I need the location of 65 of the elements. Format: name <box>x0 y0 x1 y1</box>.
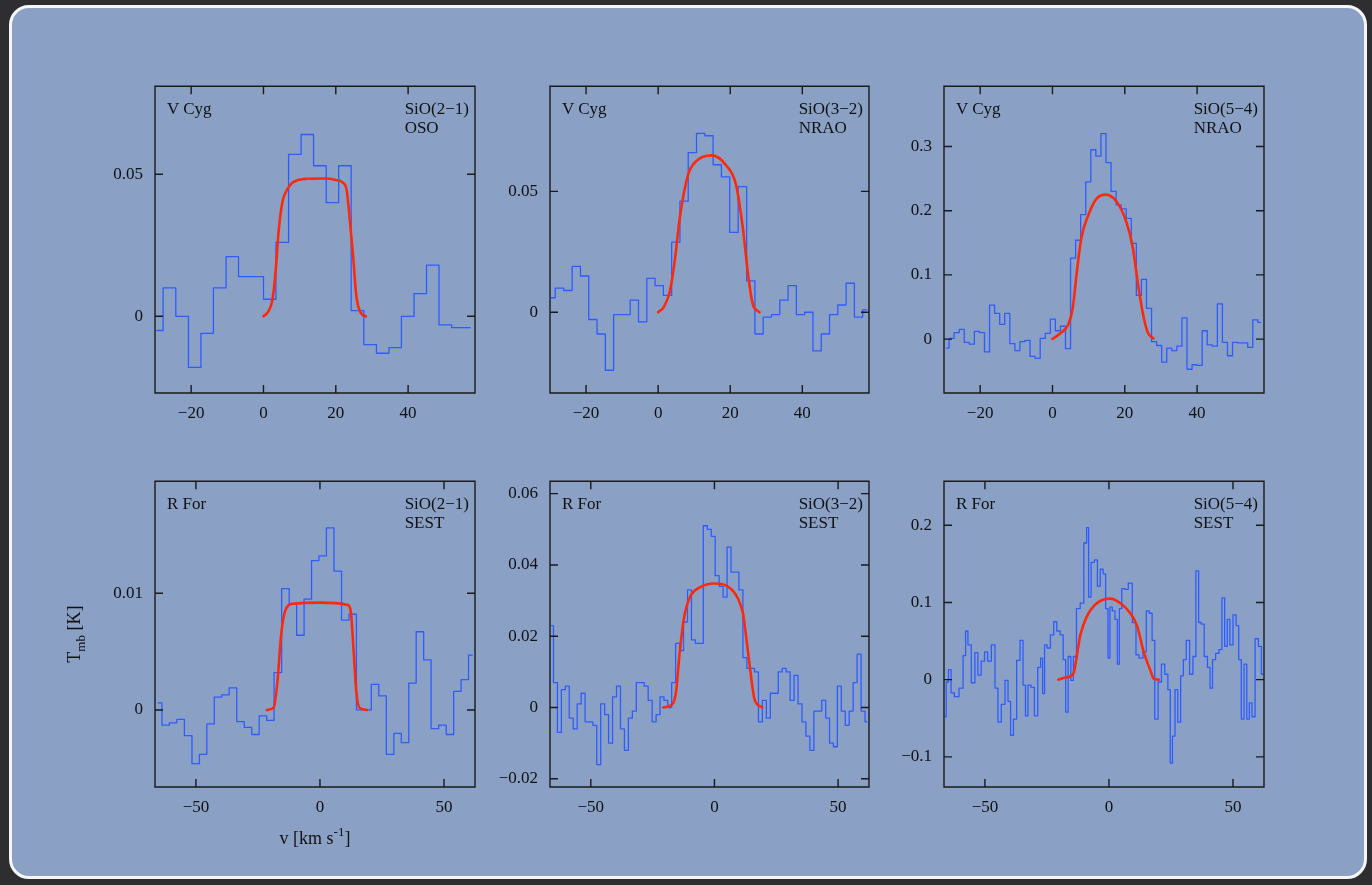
y-tick-label: 0 <box>529 696 538 716</box>
x-tick-label: 20 <box>721 402 739 422</box>
annotation: NRAO <box>1193 118 1242 138</box>
annotation: SiO(2−1) <box>404 494 470 514</box>
line-series <box>1057 597 1161 681</box>
annotation: SiO(3−2) <box>798 494 864 514</box>
annotation: V Cyg <box>562 99 608 119</box>
y-tick-label: 0.04 <box>508 554 539 574</box>
x-tick-label: 40 <box>793 402 811 422</box>
x-tick-label: 0 <box>1048 402 1057 422</box>
annotation: SEST <box>798 513 839 533</box>
y-tick-label: −0.02 <box>498 768 538 788</box>
x-tick-label: 0 <box>259 402 268 422</box>
x-tick-label: 0 <box>653 402 663 422</box>
y-tick-label: 0.1 <box>910 591 932 611</box>
x-tick-label: −20 <box>966 402 994 422</box>
annotation: SiO(5−4) <box>1193 99 1259 119</box>
y-tick-label: 0 <box>134 699 143 719</box>
y-tick-label: 0.3 <box>910 136 932 155</box>
line-series <box>262 177 368 318</box>
x-tick-label: 0 <box>1104 796 1114 816</box>
annotation: SiO(5−4) <box>1193 494 1259 514</box>
annotation: R For <box>956 494 996 514</box>
line-series <box>265 601 369 712</box>
annotation: R For <box>167 494 207 514</box>
y-tick-label: 0.2 <box>910 200 932 220</box>
y-tick-label: 0 <box>134 305 143 325</box>
x-tick-label: −50 <box>971 796 999 816</box>
y-axis-title: Tmb [K] <box>63 605 88 663</box>
x-tick-label: 50 <box>435 796 453 816</box>
y-tick-label: 0 <box>529 301 538 321</box>
line-series <box>661 582 764 709</box>
y-tick-label: 0.02 <box>508 625 538 645</box>
annotation: V Cyg <box>956 99 1002 119</box>
y-tick-label: 0.06 <box>508 483 538 503</box>
y-tick-label: 0.05 <box>113 163 143 183</box>
x-tick-label: 40 <box>1188 402 1206 422</box>
annotation: SEST <box>1193 513 1234 533</box>
x-tick-label: −50 <box>182 796 210 816</box>
x-tick-label: 20 <box>327 402 345 422</box>
x-tick-label: 40 <box>399 402 417 422</box>
y-tick-label: 0.1 <box>910 264 932 284</box>
y-tick-label: 0.05 <box>508 180 538 200</box>
annotation: OSO <box>404 118 439 138</box>
line-series <box>1051 193 1155 341</box>
x-tick-label: 0 <box>315 796 325 816</box>
x-tick-label: 20 <box>1116 402 1134 422</box>
annotation: SEST <box>404 513 445 533</box>
x-tick-label: −20 <box>177 402 205 422</box>
annotation: SiO(2−1) <box>404 99 470 119</box>
y-tick-label: 0 <box>923 669 932 689</box>
y-tick-label: 0.01 <box>113 582 143 602</box>
x-tick-label: −20 <box>572 402 600 422</box>
x-tick-label: 50 <box>829 796 847 816</box>
x-tick-label: −50 <box>577 796 605 816</box>
annotation: NRAO <box>798 118 847 138</box>
line-series <box>656 154 761 314</box>
y-tick-label: 0 <box>923 328 932 348</box>
annotation: V Cyg <box>167 99 213 119</box>
x-tick-label: 50 <box>1224 796 1242 816</box>
y-tick-label: 0.2 <box>910 514 932 534</box>
annotation: R For <box>562 494 602 514</box>
x-tick-label: 0 <box>710 796 719 816</box>
annotation: SiO(3−2) <box>798 99 864 119</box>
y-tick-label: −0.1 <box>901 746 932 766</box>
